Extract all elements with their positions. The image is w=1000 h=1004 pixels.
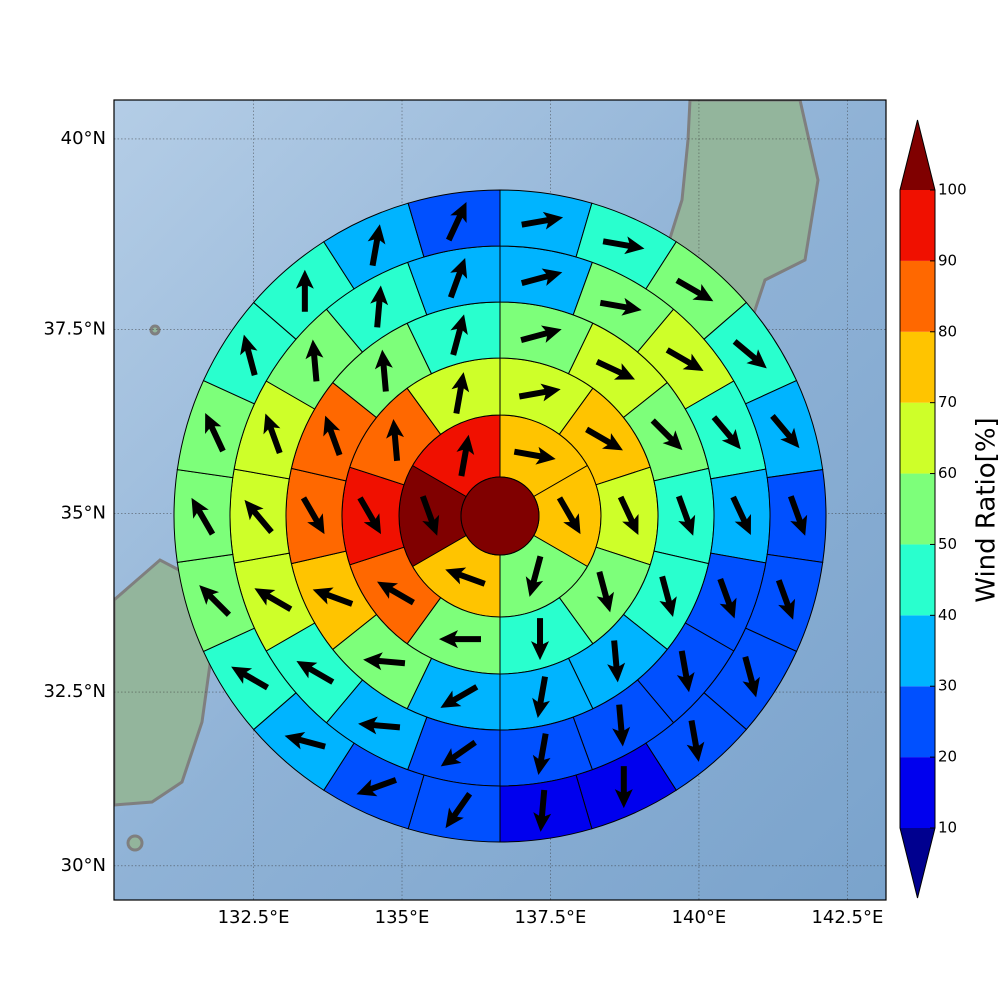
colorbar-tick-label: 20 bbox=[938, 748, 957, 766]
colorbar-segment bbox=[900, 757, 935, 828]
colorbar-tick-label: 70 bbox=[938, 393, 957, 411]
colorbar-tick-label: 40 bbox=[938, 606, 957, 624]
center-sector bbox=[461, 477, 539, 555]
colorbar-segment bbox=[900, 403, 935, 474]
y-tick-label: 32.5°N bbox=[43, 681, 106, 702]
colorbar-segment bbox=[900, 261, 935, 332]
x-tick-label: 132.5°E bbox=[218, 907, 290, 928]
colorbar-segment bbox=[900, 190, 935, 261]
colorbar: 10 20 30 40 50 60 70 80 90 100 bbox=[900, 120, 967, 898]
sectors bbox=[174, 190, 826, 842]
colorbar-tick-label: 90 bbox=[938, 251, 957, 269]
colorbar-tick-label: 50 bbox=[938, 535, 957, 553]
x-tick-label: 137.5°E bbox=[515, 907, 587, 928]
x-tick-label: 142.5°E bbox=[811, 907, 883, 928]
island bbox=[151, 326, 159, 334]
colorbar-tick-label: 10 bbox=[938, 819, 957, 837]
colorbar-tick-label: 60 bbox=[938, 464, 957, 482]
colorbar-tick-label: 30 bbox=[938, 677, 957, 695]
y-tick-label: 30°N bbox=[61, 855, 106, 876]
y-tick-label: 37.5°N bbox=[43, 318, 106, 339]
colorbar-extend-min bbox=[900, 828, 935, 898]
colorbar-segment bbox=[900, 332, 935, 403]
colorbar-segment bbox=[900, 544, 935, 615]
colorbar-tick-label: 80 bbox=[938, 322, 957, 340]
colorbar-segment bbox=[900, 615, 935, 686]
x-tick-label: 140°E bbox=[672, 907, 727, 928]
colorbar-tick-label: 100 bbox=[938, 181, 967, 199]
colorbar-segment bbox=[900, 686, 935, 757]
colorbar-label: Wind Ratio[%] bbox=[972, 417, 1000, 602]
y-tick-label: 35°N bbox=[61, 502, 106, 523]
colorbar-extend-max bbox=[900, 120, 935, 190]
x-tick-label: 135°E bbox=[375, 907, 430, 928]
colorbar-segment bbox=[900, 474, 935, 545]
island bbox=[128, 836, 142, 850]
y-tick-label: 40°N bbox=[61, 128, 106, 149]
